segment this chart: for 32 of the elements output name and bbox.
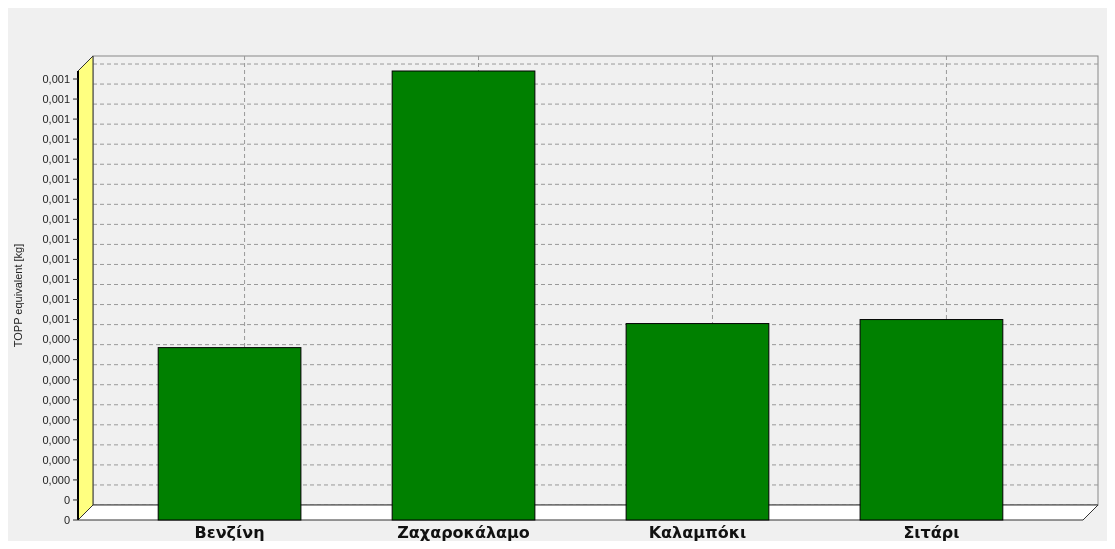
bar [859, 319, 1004, 521]
x-tick-label: Καλαμπόκι [648, 523, 747, 542]
y-tick-label: 0,001 [42, 273, 70, 286]
y-tick-label: 0,000 [42, 433, 70, 446]
y-tick-label: 0,000 [42, 353, 70, 366]
y-tick-label: 0,001 [42, 233, 70, 246]
y-tick-label: 0,001 [42, 72, 70, 85]
y-tick-label: 0,001 [42, 92, 70, 105]
bar [391, 70, 536, 521]
y-tick-label: 0,000 [42, 453, 70, 466]
y-tick-label: 0,001 [42, 293, 70, 306]
y-tick-label: 0 [63, 513, 70, 526]
y-tick-label: 0,001 [42, 133, 70, 145]
y-tick-label: 0,001 [42, 173, 70, 186]
y-tick-label: 0,000 [42, 473, 70, 486]
y-tick-label: 0,001 [42, 112, 70, 125]
y-tick-label: 0 [63, 493, 70, 506]
y-tick-label: 0,000 [42, 393, 70, 406]
y-tick-label: 0,001 [42, 313, 70, 326]
x-tick-label: Βενζίνη [194, 523, 265, 542]
x-tick-label: Σιτάρι [903, 523, 960, 542]
y-tick-label: 0,000 [42, 333, 70, 346]
y-tick-label: 0,001 [42, 153, 70, 166]
y-tick-label: 0,001 [42, 253, 70, 266]
y-tick-label: 0,001 [42, 193, 70, 206]
y-tick-label: 0,000 [42, 373, 70, 386]
x-tick-label: Ζαχαροκάλαμο [397, 523, 530, 542]
bar [157, 347, 302, 521]
y-axis-title: TOPP equivalent [kg] [12, 243, 24, 348]
y-tick-label: 0,000 [42, 413, 70, 426]
bar [625, 323, 770, 521]
y-tick-label: 0,001 [42, 213, 70, 226]
